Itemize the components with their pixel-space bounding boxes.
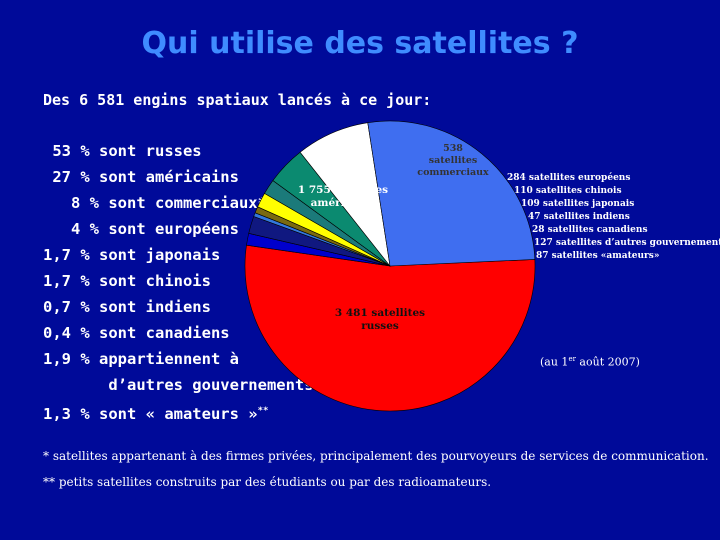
stat-item: 1,7 % sont japonais xyxy=(43,246,221,264)
stat-item: 27 % sont américains xyxy=(43,168,239,186)
stat-item: d’autres gouvernements xyxy=(43,376,314,394)
slice-label: 127 satellites d’autres gouvernements xyxy=(534,238,720,248)
stat-item: 4 % sont européens xyxy=(43,220,239,238)
footnote-amateurs: ** petits satellites construits par des … xyxy=(43,475,492,489)
intro-text: Des 6 581 engins spatiaux lancés à ce jo… xyxy=(43,91,432,109)
slice-label: 3 481 satellites russes xyxy=(335,307,425,332)
slide-title: Qui utilise des satellites ? xyxy=(141,26,579,61)
slice-label: 284 satellites européens xyxy=(507,172,630,183)
stat-item: 53 % sont russes xyxy=(43,142,202,160)
slice-label: 109 satellites japonais xyxy=(521,199,634,209)
slice-label: 1 755 satellites américains xyxy=(298,184,388,209)
stats-list: 53 % sont russes 27 % sont américains 8 … xyxy=(43,141,314,427)
slice-label: 28 satellites canadiens xyxy=(532,225,648,235)
pie-slice xyxy=(367,120,536,267)
stat-item: 8 % sont commerciaux* xyxy=(43,194,267,212)
pie-slice xyxy=(244,244,536,412)
stat-item: 1,7 % sont chinois xyxy=(43,272,211,290)
slice-label: 87 satellites «amateurs» xyxy=(536,251,659,261)
stat-item: 0,7 % sont indiens xyxy=(43,298,211,316)
date-note: (au 1er août 2007) xyxy=(540,355,640,369)
stat-item: 1,9 % appartiennent à xyxy=(43,350,239,368)
stat-item: 1,3 % sont « amateurs »** xyxy=(43,405,269,424)
slice-label: 538 satellites commerciaux xyxy=(417,143,489,178)
slice-label: 110 satellites chinois xyxy=(514,186,622,196)
stat-item: 0,4 % sont canadiens xyxy=(43,324,230,342)
slice-label: 47 satellites indiens xyxy=(528,212,630,222)
footnote-commercial: * satellites appartenant à des firmes pr… xyxy=(43,449,709,463)
